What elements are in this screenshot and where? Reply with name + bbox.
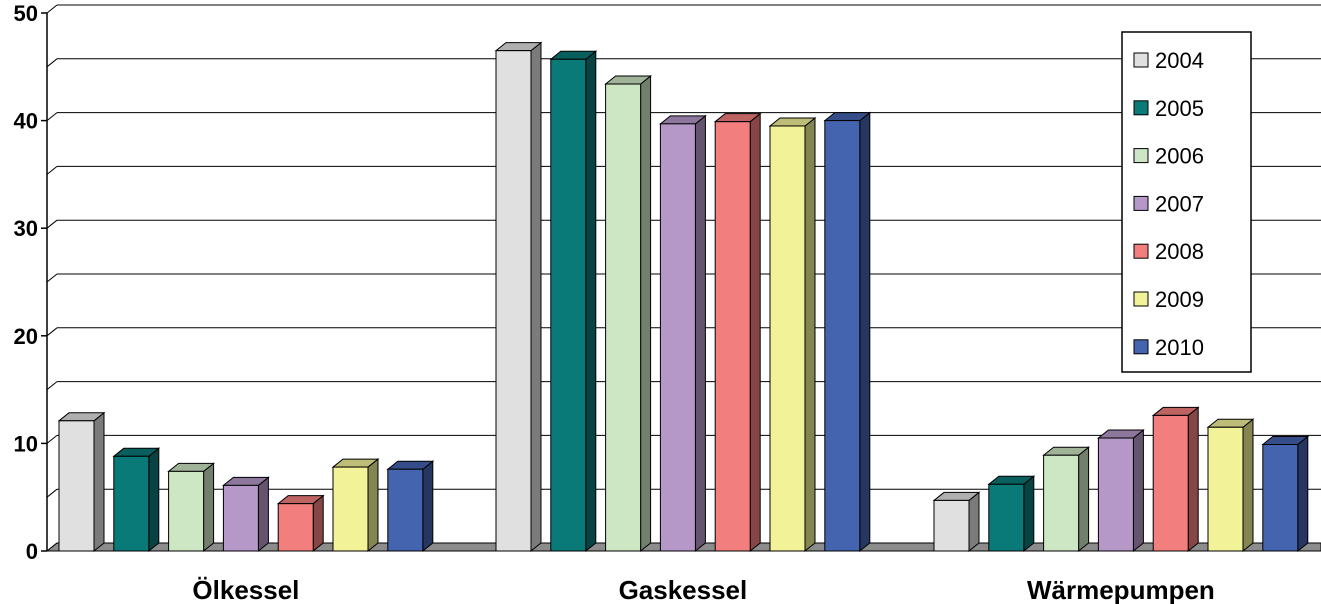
legend-swatch [1133,148,1149,164]
legend-label: 2009 [1155,287,1204,312]
legend-label: 2007 [1155,191,1204,216]
gridline-diag [46,166,58,175]
y-tick-label: 40 [14,109,38,134]
bar [167,462,216,553]
bar [987,475,1036,553]
legend-swatch [1133,195,1149,211]
legend-swatch [1133,339,1149,355]
legend-item: 2008 [1133,239,1204,264]
bar [494,41,543,553]
legend: 2004 2005 2006 2007 2008 2009 2010 [1121,31,1252,373]
legend-swatch [1133,100,1149,116]
x-category-label: Ölkessel [192,575,299,604]
y-axis: 0 10 20 30 40 50 [14,1,48,564]
y-tick-label: 20 [14,324,38,349]
legend-label: 2010 [1155,335,1204,360]
legend-item: 2009 [1133,287,1204,312]
legend-swatch [1133,243,1149,259]
legend-item: 2005 [1133,96,1204,121]
bar [1206,418,1255,553]
legend-label: 2004 [1155,48,1204,73]
gridline-diag [46,273,58,283]
bar [932,491,981,553]
y-tick-label: 10 [14,431,38,456]
bar [1151,406,1200,553]
bar [1261,435,1310,553]
legend-item: 2010 [1133,335,1204,360]
legend-label: 2006 [1155,144,1204,169]
gridline-diag [46,112,58,121]
gridline-diag [46,4,58,14]
y-tick-label: 30 [14,216,38,241]
x-axis: Ölkessel Gaskessel Wärmepumpen [192,575,1214,604]
bar [1042,446,1091,553]
bar [331,458,380,553]
gridline-diag [46,219,58,229]
y-tick-label: 0 [26,539,38,564]
y-tick-label: 50 [14,1,38,26]
legend-swatch [1133,52,1149,68]
bar [549,50,598,553]
bar [713,112,762,553]
bar [1096,428,1145,553]
x-category-label: Wärmepumpen [1027,575,1215,604]
bar [823,111,872,553]
gridline-diag [46,488,58,498]
legend-item: 2007 [1133,191,1204,216]
bar [112,447,161,553]
bar [386,460,435,553]
legend-label: 2005 [1155,96,1204,121]
gridline-diag [46,435,58,444]
bar [57,411,106,553]
legend-label: 2008 [1155,239,1204,264]
bar [768,116,817,553]
legend-item: 2006 [1133,144,1204,169]
bar [604,74,653,553]
legend-item: 2004 [1133,48,1204,73]
legend-swatch [1133,291,1149,307]
gridline-diag [46,381,58,390]
bars [57,41,1310,553]
gridline-diag [46,327,58,337]
bar [221,476,270,553]
gridline-diag [46,58,58,68]
bar [658,114,707,553]
x-category-label: Gaskessel [619,575,748,604]
bar [276,494,325,553]
